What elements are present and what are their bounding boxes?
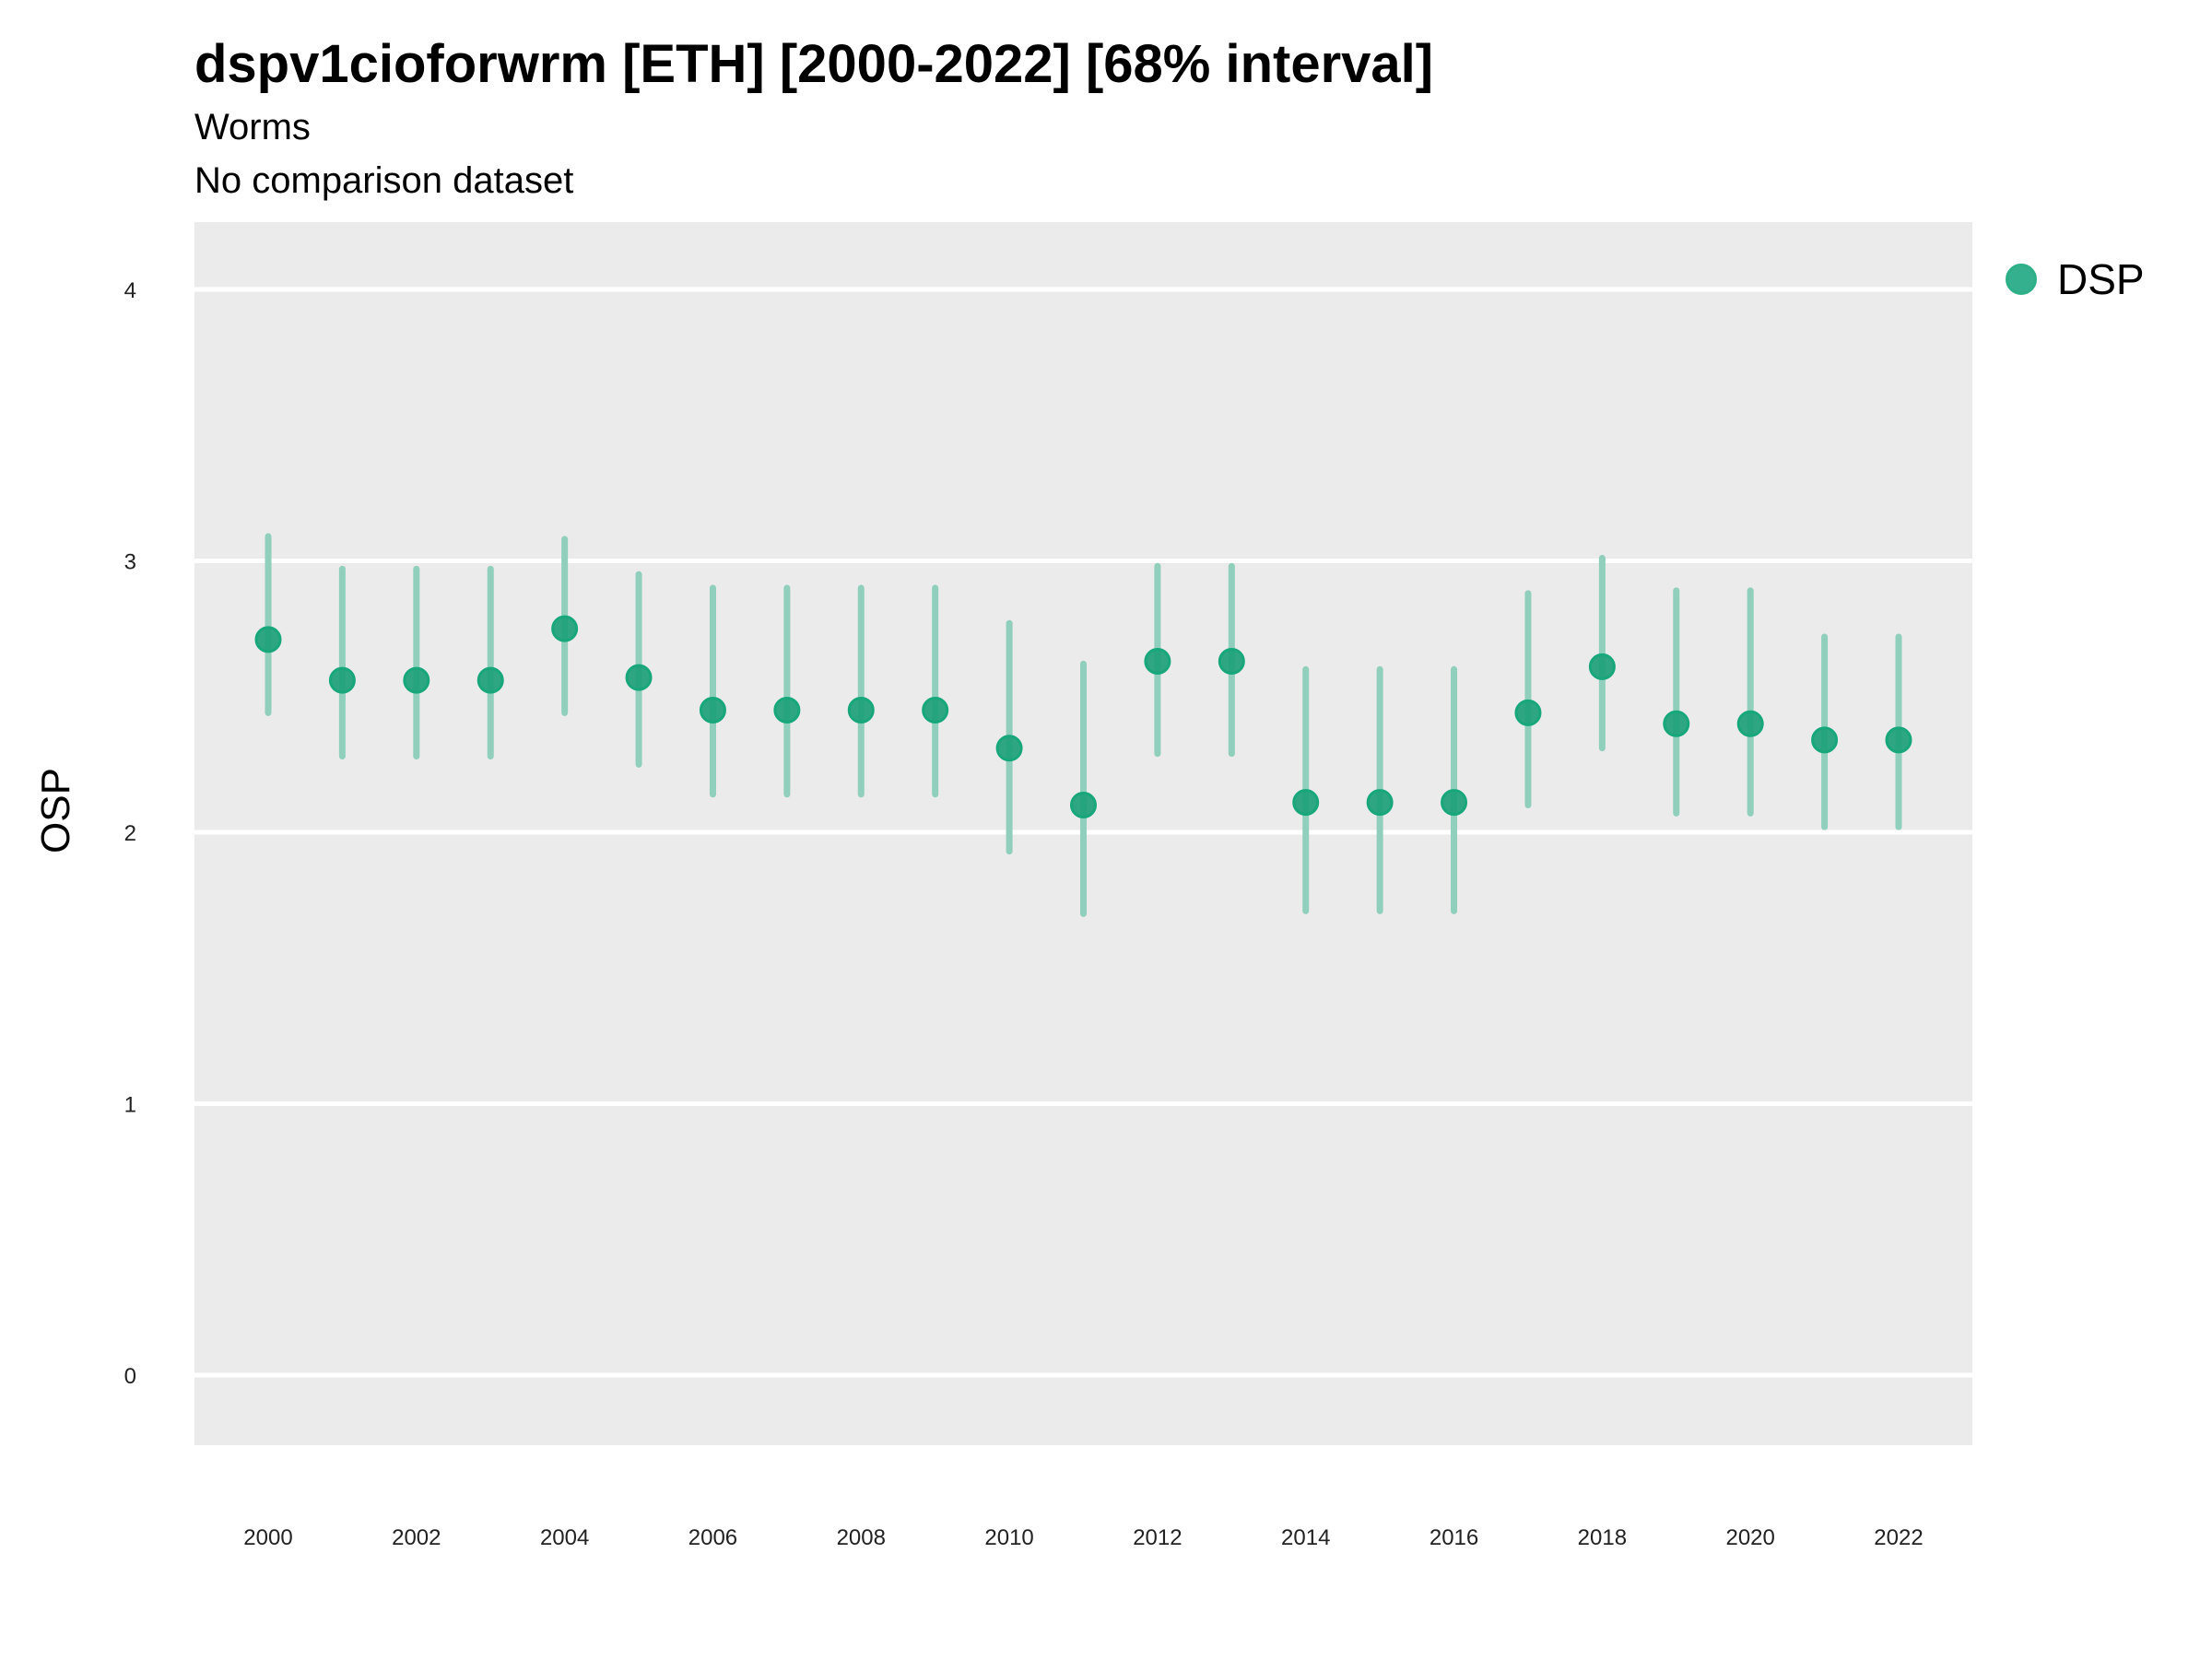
data-point [1811,726,1839,754]
x-tick-label: 2018 [1578,1525,1627,1550]
legend-label: DSP [2057,255,2145,303]
data-point [328,666,356,694]
x-tick-label: 2016 [1430,1525,1478,1550]
x-tick-label: 2022 [1874,1525,1923,1550]
chart-title: dspv1cioforwrm [ETH] [2000-2022] [68% in… [194,34,1434,94]
legend: DSP [2006,254,2145,304]
data-point [1366,789,1394,817]
data-point [1736,710,1764,737]
data-point [773,696,801,724]
y-tick-label: 2 [124,821,136,846]
x-tick-label: 2012 [1133,1525,1182,1550]
x-tick-label: 2010 [984,1525,1033,1550]
data-point [1514,699,1542,726]
x-tick-label: 2000 [243,1525,292,1550]
data-point [1070,792,1097,819]
data-point [1663,710,1690,737]
data-point [699,696,726,724]
data-point [1144,647,1171,675]
data-point [625,664,653,691]
data-point [254,626,282,653]
data-point [1885,726,1912,754]
y-tick-label: 1 [124,1093,136,1118]
data-point [551,615,579,642]
chart-caption: No comparison dataset [194,160,574,201]
x-tick-label: 2020 [1725,1525,1774,1550]
chart-subtitle: Worms [194,107,311,147]
data-point [1292,789,1320,817]
x-tick-label: 2002 [392,1525,441,1550]
data-point [1441,789,1468,817]
x-tick-label: 2006 [688,1525,737,1550]
x-tick-label: 2014 [1281,1525,1330,1550]
data-point [1588,653,1616,680]
data-point [922,696,949,724]
data-point [995,735,1023,762]
y-tick-label: 0 [124,1364,136,1389]
data-point [403,666,430,694]
y-tick-label: 3 [124,550,136,575]
data-point [477,666,504,694]
data-point [1218,647,1245,675]
x-tick-label: 2004 [540,1525,589,1550]
legend-marker-icon [2006,264,2037,295]
x-tick-label: 2008 [837,1525,886,1550]
data-point [847,696,875,724]
y-tick-label: 4 [124,278,136,303]
